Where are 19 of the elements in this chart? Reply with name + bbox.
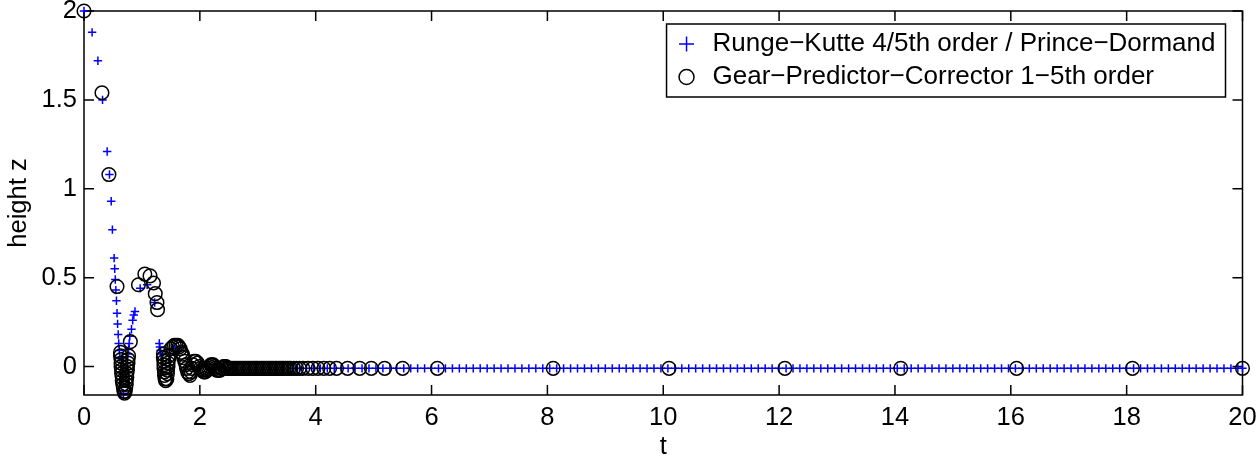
x-tick-label: 18 xyxy=(1112,402,1141,431)
legend-label: Runge−Kutte 4/5th order / Prince−Dormand xyxy=(712,27,1216,58)
x-tick-label: 12 xyxy=(764,402,794,431)
y-tick-label: 1 xyxy=(62,172,77,201)
x-tick-label: 16 xyxy=(996,402,1025,431)
y-tick-label: 1.5 xyxy=(41,83,77,112)
x-tick-label: 2 xyxy=(192,402,207,431)
x-axis-title: t xyxy=(659,431,667,460)
x-tick-label: 6 xyxy=(424,402,439,431)
x-tick-label: 4 xyxy=(308,402,323,431)
y-tick-label: 0 xyxy=(62,350,77,379)
y-axis-title: height z xyxy=(3,158,32,248)
x-tick-label: 14 xyxy=(880,402,910,431)
x-tick-label: 20 xyxy=(1228,402,1257,431)
x-tick-label: 10 xyxy=(649,402,678,431)
y-tick-label: 0.5 xyxy=(41,261,77,290)
legend-label: Gear−Predictor−Corrector 1−5th order xyxy=(712,60,1155,91)
x-tick-label: 8 xyxy=(540,402,555,431)
y-tick-label: 2 xyxy=(62,0,77,24)
